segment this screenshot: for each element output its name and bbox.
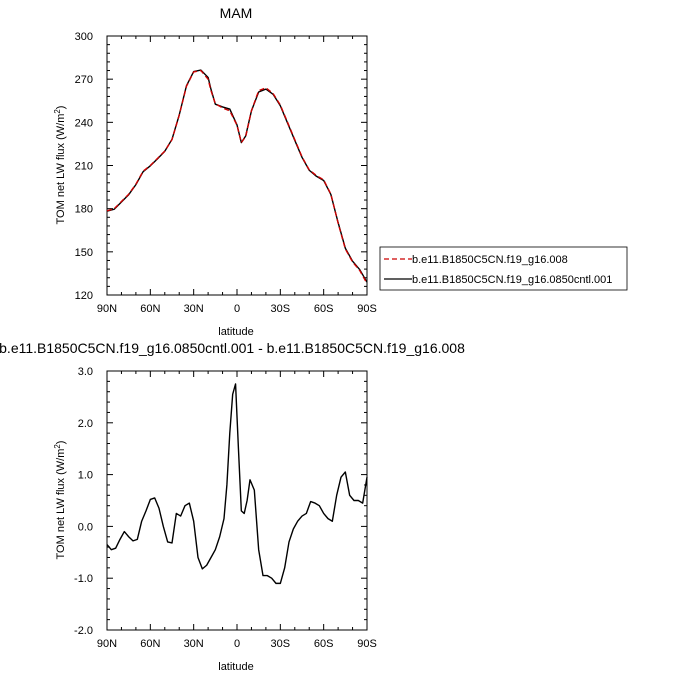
- top-series-line-1: [106, 69, 368, 284]
- top-y-tick-label: 240: [75, 117, 93, 129]
- top-x-tick-label: 60S: [314, 303, 334, 315]
- legend: b.e11.B1850C5CN.f19_g16.008 b.e11.B1850C…: [379, 246, 628, 291]
- bottom-x-tick-label: 60S: [314, 638, 334, 650]
- top-x-axis-label: latitude: [218, 326, 253, 338]
- top-x-tick-label: 90N: [97, 303, 117, 315]
- top-series-line-2: [106, 69, 368, 283]
- legend-box: [379, 246, 628, 291]
- bottom-x-tick-label: 90S: [357, 638, 377, 650]
- top-series-group: [106, 69, 368, 284]
- top-y-tick-label: 120: [75, 290, 93, 302]
- legend-label-series-2: b.e11.B1850C5CN.f19_g16.0850cntl.001: [412, 274, 612, 286]
- bottom-x-tick-label: 90N: [97, 638, 117, 650]
- top-x-tick-label: 60N: [140, 303, 160, 315]
- top-y-tick-label: 270: [75, 74, 93, 86]
- bottom-panel: b.e11.B1850C5CN.f19_g16.0850cntl.001 - b…: [0, 340, 465, 673]
- top-chart-title: MAM: [220, 5, 253, 21]
- bottom-x-tick-label: 0: [234, 638, 240, 650]
- legend-label-series-1: b.e11.B1850C5CN.f19_g16.008: [412, 254, 568, 266]
- bottom-y-tick-label: -1.0: [74, 573, 93, 585]
- top-x-tick-label: 0: [234, 303, 240, 315]
- top-x-tick-label: 90S: [357, 303, 377, 315]
- top-y-tick-label: 150: [75, 247, 93, 259]
- bottom-x-tick-label: 30N: [184, 638, 204, 650]
- top-panel: MAM 90N 60N 30N 0 30S 60S 90S 120 150 180 210 240 27…: [53, 5, 628, 338]
- bottom-x-axis-label: latitude: [218, 661, 253, 673]
- bottom-x-tick-label: 60N: [140, 638, 160, 650]
- bottom-chart-title: b.e11.B1850C5CN.f19_g16.0850cntl.001 - b…: [0, 340, 465, 356]
- bottom-series-group: [106, 383, 368, 585]
- top-y-axis-label: TOM net LW flux (W/m2): [53, 106, 67, 225]
- bottom-series-line-1: [106, 383, 368, 585]
- top-ticks: 90N 60N 30N 0 30S 60S 90S 120 150 180 210 240 270 300: [75, 31, 377, 315]
- top-plot-frame: [106, 35, 368, 296]
- bottom-y-tick-label: 1.0: [78, 470, 93, 482]
- bottom-y-tick-label: 2.0: [78, 418, 93, 430]
- top-x-tick-label: 30S: [271, 303, 291, 315]
- top-y-tick-label: 210: [75, 161, 93, 173]
- bottom-x-tick-label: 30S: [271, 638, 291, 650]
- top-x-tick-label: 30N: [184, 303, 204, 315]
- bottom-ticks: 90N 60N 30N 0 30S 60S 90S -2.0 -1.0 0.0 1.0 2.0 3.0: [74, 366, 377, 650]
- bottom-y-tick-label: 3.0: [78, 366, 93, 378]
- top-y-tick-label: 300: [75, 31, 93, 43]
- bottom-y-tick-label: 0.0: [78, 521, 93, 533]
- bottom-y-axis-label: TOM net LW flux (W/m2): [53, 441, 67, 560]
- bottom-y-tick-label: -2.0: [74, 625, 93, 637]
- top-y-tick-label: 180: [75, 204, 93, 216]
